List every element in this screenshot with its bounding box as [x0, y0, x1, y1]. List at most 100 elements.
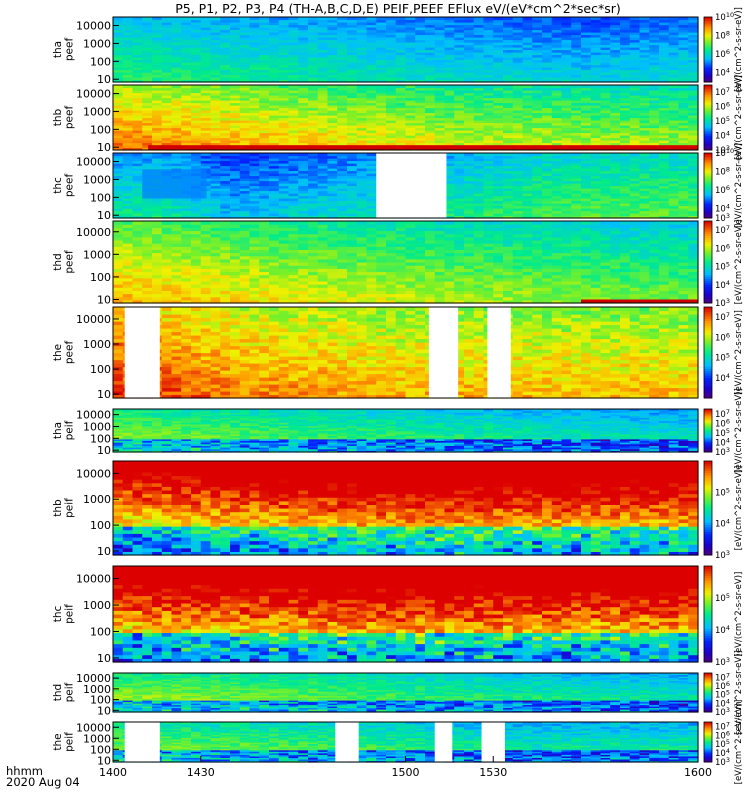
heatmap-cell — [590, 79, 602, 83]
heatmap-cell — [366, 22, 377, 26]
heatmap-cell — [132, 69, 143, 73]
heatmap-cell — [405, 117, 416, 121]
heatmap-cell — [561, 47, 572, 51]
heatmap-cell — [386, 69, 397, 73]
heatmap-cell — [473, 127, 485, 131]
heatmap-cell — [629, 59, 641, 63]
heatmap-cell — [220, 95, 231, 99]
colorbar-tick-label: 106 — [715, 48, 730, 60]
heatmap-cell — [366, 102, 377, 106]
heatmap-cell — [590, 34, 602, 38]
heatmap-cell — [649, 125, 660, 129]
heatmap-cell — [376, 39, 387, 43]
heatmap-cell — [337, 62, 348, 66]
heatmap-cell — [610, 130, 621, 134]
heatmap-cell — [171, 107, 182, 111]
heatmap-cell — [483, 115, 494, 119]
heatmap-cell — [249, 17, 260, 21]
heatmap-cell — [298, 193, 309, 197]
heatmap-cell — [600, 27, 611, 31]
heatmap-cell — [444, 122, 455, 126]
heatmap-cell — [278, 52, 290, 56]
heatmap-cell — [532, 22, 543, 26]
heatmap-cell — [503, 107, 514, 111]
heatmap-cell — [454, 32, 465, 36]
heatmap-cell — [376, 27, 387, 31]
heatmap-cell — [122, 42, 134, 46]
heatmap-cell — [425, 90, 436, 94]
heatmap-cell — [581, 132, 592, 136]
heatmap-cell — [152, 221, 163, 225]
heatmap-cell — [464, 64, 475, 68]
heatmap-cell — [152, 160, 163, 164]
heatmap-cell — [659, 27, 670, 31]
heatmap-cell — [181, 64, 192, 68]
heatmap-cell — [239, 160, 251, 164]
heatmap-cell — [522, 117, 533, 121]
heatmap-cell — [327, 193, 338, 197]
heatmap-cell — [230, 54, 241, 58]
heatmap-cell — [512, 142, 524, 146]
heatmap-cell — [551, 105, 563, 109]
heatmap-cell — [171, 210, 182, 214]
heatmap-cell — [142, 107, 153, 111]
heatmap-cell — [239, 49, 251, 53]
heatmap-cell — [161, 44, 173, 48]
heatmap-cell — [376, 102, 387, 106]
heatmap-cell — [376, 29, 387, 33]
heatmap-cell — [376, 135, 387, 139]
heatmap-cell — [239, 173, 251, 177]
heatmap-cell — [405, 49, 416, 53]
heatmap-cell — [659, 64, 670, 68]
heatmap-cell — [132, 62, 143, 66]
heatmap-cell — [415, 105, 426, 109]
heatmap-cell — [317, 85, 329, 89]
heatmap-cell — [678, 117, 689, 121]
heatmap-cell — [152, 140, 163, 144]
heatmap-cell — [191, 140, 202, 144]
heatmap-cell — [161, 59, 173, 63]
heatmap-cell — [551, 52, 563, 56]
heatmap-cell — [327, 59, 338, 63]
heatmap-cell — [161, 92, 173, 96]
heatmap-cell — [249, 175, 260, 179]
heatmap-cell — [473, 120, 485, 124]
heatmap-cell — [191, 19, 202, 23]
heatmap-cell — [191, 117, 202, 121]
heatmap-cell — [405, 122, 416, 126]
heatmap-cell — [337, 67, 348, 71]
heatmap-cell — [259, 127, 270, 131]
heatmap-cell — [259, 215, 270, 219]
heatmap-cell — [600, 59, 611, 63]
heatmap-cell — [230, 59, 241, 63]
heatmap-cell — [610, 72, 621, 76]
heatmap-cell — [493, 74, 504, 78]
heatmap-cell — [366, 125, 377, 129]
heatmap-cell — [230, 158, 241, 162]
colorbar-step — [704, 26, 712, 29]
heatmap-cell — [659, 127, 670, 131]
heatmap-cell — [649, 32, 660, 36]
heatmap-cell — [308, 115, 319, 119]
heatmap-cell — [551, 107, 563, 111]
heatmap-cell — [230, 22, 241, 26]
heatmap-cell — [152, 37, 163, 41]
heatmap-cell — [551, 135, 563, 139]
heatmap-cell — [571, 117, 582, 121]
heatmap-cell — [688, 137, 699, 141]
heatmap-cell — [269, 67, 280, 71]
heatmap-cell — [386, 39, 397, 43]
heatmap-cell — [542, 77, 553, 81]
heatmap-cell — [561, 90, 572, 94]
heatmap-cell — [395, 120, 407, 124]
heatmap-cell — [366, 135, 377, 139]
heatmap-cell — [259, 24, 270, 28]
heatmap-cell — [327, 117, 338, 121]
heatmap-cell — [288, 34, 299, 38]
heatmap-cell — [483, 107, 494, 111]
heatmap-cell — [288, 213, 299, 217]
heatmap-cell — [200, 160, 212, 164]
heatmap-cell — [278, 180, 290, 184]
heatmap-cell — [678, 44, 689, 48]
heatmap-cell — [444, 137, 455, 141]
